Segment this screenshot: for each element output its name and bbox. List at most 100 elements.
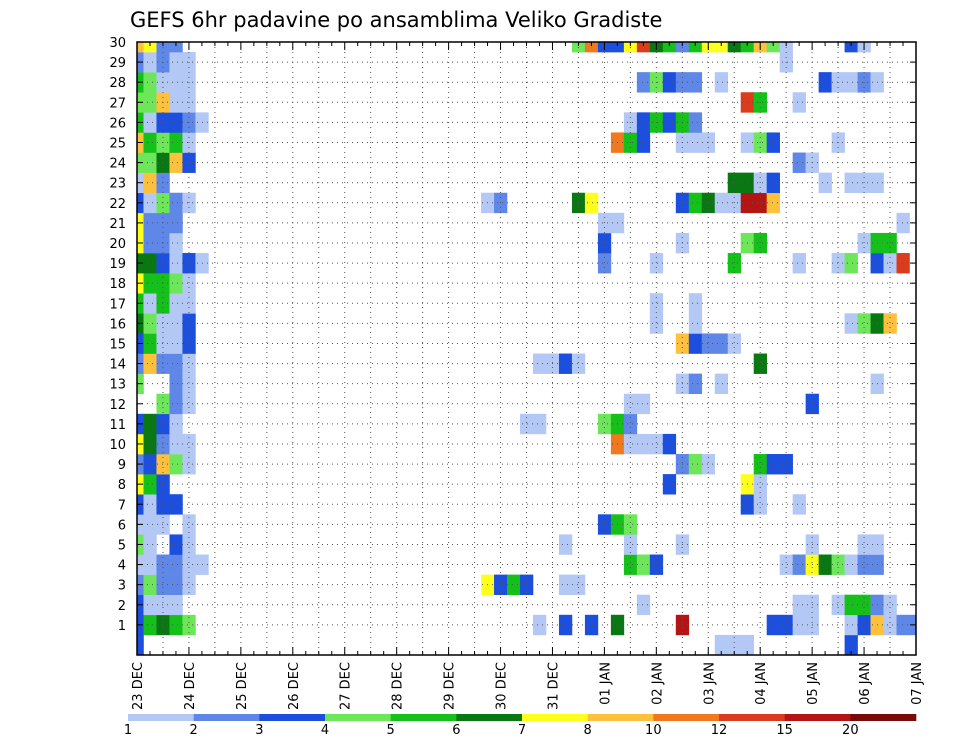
heatmap-cell — [740, 634, 754, 656]
heatmap-cell — [169, 132, 183, 153]
heatmap-cell — [182, 373, 196, 395]
heatmap-cell — [844, 313, 858, 334]
y-tick-label: 4 — [118, 559, 126, 574]
heatmap-cell — [792, 152, 806, 173]
colorbar-swatch — [259, 714, 326, 721]
colorbar-swatch — [522, 714, 588, 721]
heatmap-cell — [169, 293, 183, 314]
heatmap-cell — [169, 353, 183, 374]
heatmap-cell — [688, 333, 703, 354]
gridlines — [137, 41, 916, 655]
heatmap-cell — [182, 313, 196, 334]
heatmap-cell — [649, 433, 664, 455]
heatmap-cell — [169, 273, 183, 294]
heatmap-cell — [779, 554, 793, 575]
heatmap-cell — [649, 313, 664, 334]
x-tick-label: 24 DEC — [183, 662, 198, 710]
heatmap-cell — [169, 232, 183, 254]
y-tick-label: 19 — [109, 257, 126, 272]
heatmap-cell — [143, 594, 157, 616]
heatmap-cell — [169, 42, 183, 53]
heatmap-cell — [182, 514, 196, 535]
heatmap-cell — [156, 433, 170, 455]
heatmap-cell — [143, 152, 157, 173]
heatmap-cell — [182, 614, 196, 636]
heatmap-cell — [896, 253, 910, 274]
x-tick-label: 25 DEC — [235, 662, 250, 710]
y-tick-label: 21 — [109, 217, 126, 232]
y-tick-label: 28 — [109, 76, 126, 91]
y-tick-label: 22 — [109, 197, 126, 212]
heatmap-cell — [182, 433, 196, 455]
heatmap-cell — [143, 192, 157, 214]
heatmap-cell — [792, 494, 806, 515]
heatmap-cell — [169, 594, 183, 616]
y-tick-label: 24 — [109, 157, 126, 172]
heatmap-cell — [558, 614, 573, 636]
heatmap-cell — [649, 253, 664, 274]
heatmap-cell — [571, 574, 586, 596]
heatmap-cell — [169, 212, 183, 234]
heatmap-cell — [844, 253, 858, 274]
heatmap-cell — [896, 614, 910, 636]
heatmap-cell — [182, 273, 196, 294]
heatmap-cell — [169, 454, 183, 475]
heatmap-cell — [883, 594, 897, 616]
heatmap-cell — [169, 534, 183, 555]
heatmap-cell — [169, 554, 183, 575]
y-tick-label: 6 — [118, 518, 126, 533]
y-tick-label: 29 — [109, 56, 126, 71]
heatmap-cell — [857, 594, 871, 616]
heatmap-cell — [636, 594, 651, 616]
heatmap-cell — [857, 313, 871, 334]
x-tick-label: 04 JAN — [754, 662, 769, 705]
heatmap-cell — [169, 92, 183, 113]
heatmap-cell — [636, 112, 651, 133]
heatmap-cell — [169, 152, 183, 173]
y-tick-label: 14 — [109, 358, 126, 373]
heatmap-cell — [818, 172, 832, 194]
heatmap-cell — [688, 112, 703, 133]
heatmap-cell — [896, 212, 910, 234]
heatmap-cell — [520, 574, 534, 596]
y-tick-label: 9 — [118, 458, 126, 473]
heatmap-cell — [636, 393, 651, 415]
heatmap-cell — [137, 42, 144, 53]
heatmap-cell — [662, 474, 677, 495]
heatmap-cell — [857, 534, 871, 555]
heatmap-cell — [792, 614, 806, 636]
heatmap-cell — [143, 253, 157, 274]
y-tick-label: 8 — [118, 478, 126, 493]
heatmap-cell — [597, 514, 612, 535]
heatmap-cell — [688, 42, 703, 53]
heatmap-cell — [182, 534, 196, 555]
heatmap-cell — [143, 42, 157, 53]
heatmap-cell — [662, 42, 677, 53]
heatmap-cell — [662, 112, 677, 133]
heatmap-cell — [494, 574, 508, 596]
heatmap-cell — [532, 413, 547, 435]
y-tick-label: 16 — [109, 317, 126, 332]
heatmap-cell — [857, 232, 871, 254]
colorbar-swatch — [719, 714, 785, 721]
heatmap-cell — [156, 353, 170, 374]
heatmap-cell — [727, 634, 742, 656]
heatmap-cell — [169, 72, 183, 93]
heatmap-cell — [688, 192, 703, 214]
y-tick-label: 15 — [109, 337, 126, 352]
colorbar-label: 20 — [842, 723, 859, 738]
colorbar-swatch — [587, 714, 654, 721]
heatmap-cell — [688, 454, 703, 475]
heatmap-cell — [714, 72, 729, 93]
heatmap-cell — [143, 293, 157, 314]
heatmap-cell — [182, 333, 196, 354]
heatmap-cell — [143, 353, 157, 374]
heatmap-cell — [883, 253, 897, 274]
heatmap-cell — [597, 232, 612, 254]
heatmap-cell — [584, 192, 599, 214]
heatmap-cell — [182, 574, 196, 596]
heatmap-cell — [143, 132, 157, 153]
heatmap-cell — [169, 313, 183, 334]
colorbar-swatch — [653, 714, 720, 721]
